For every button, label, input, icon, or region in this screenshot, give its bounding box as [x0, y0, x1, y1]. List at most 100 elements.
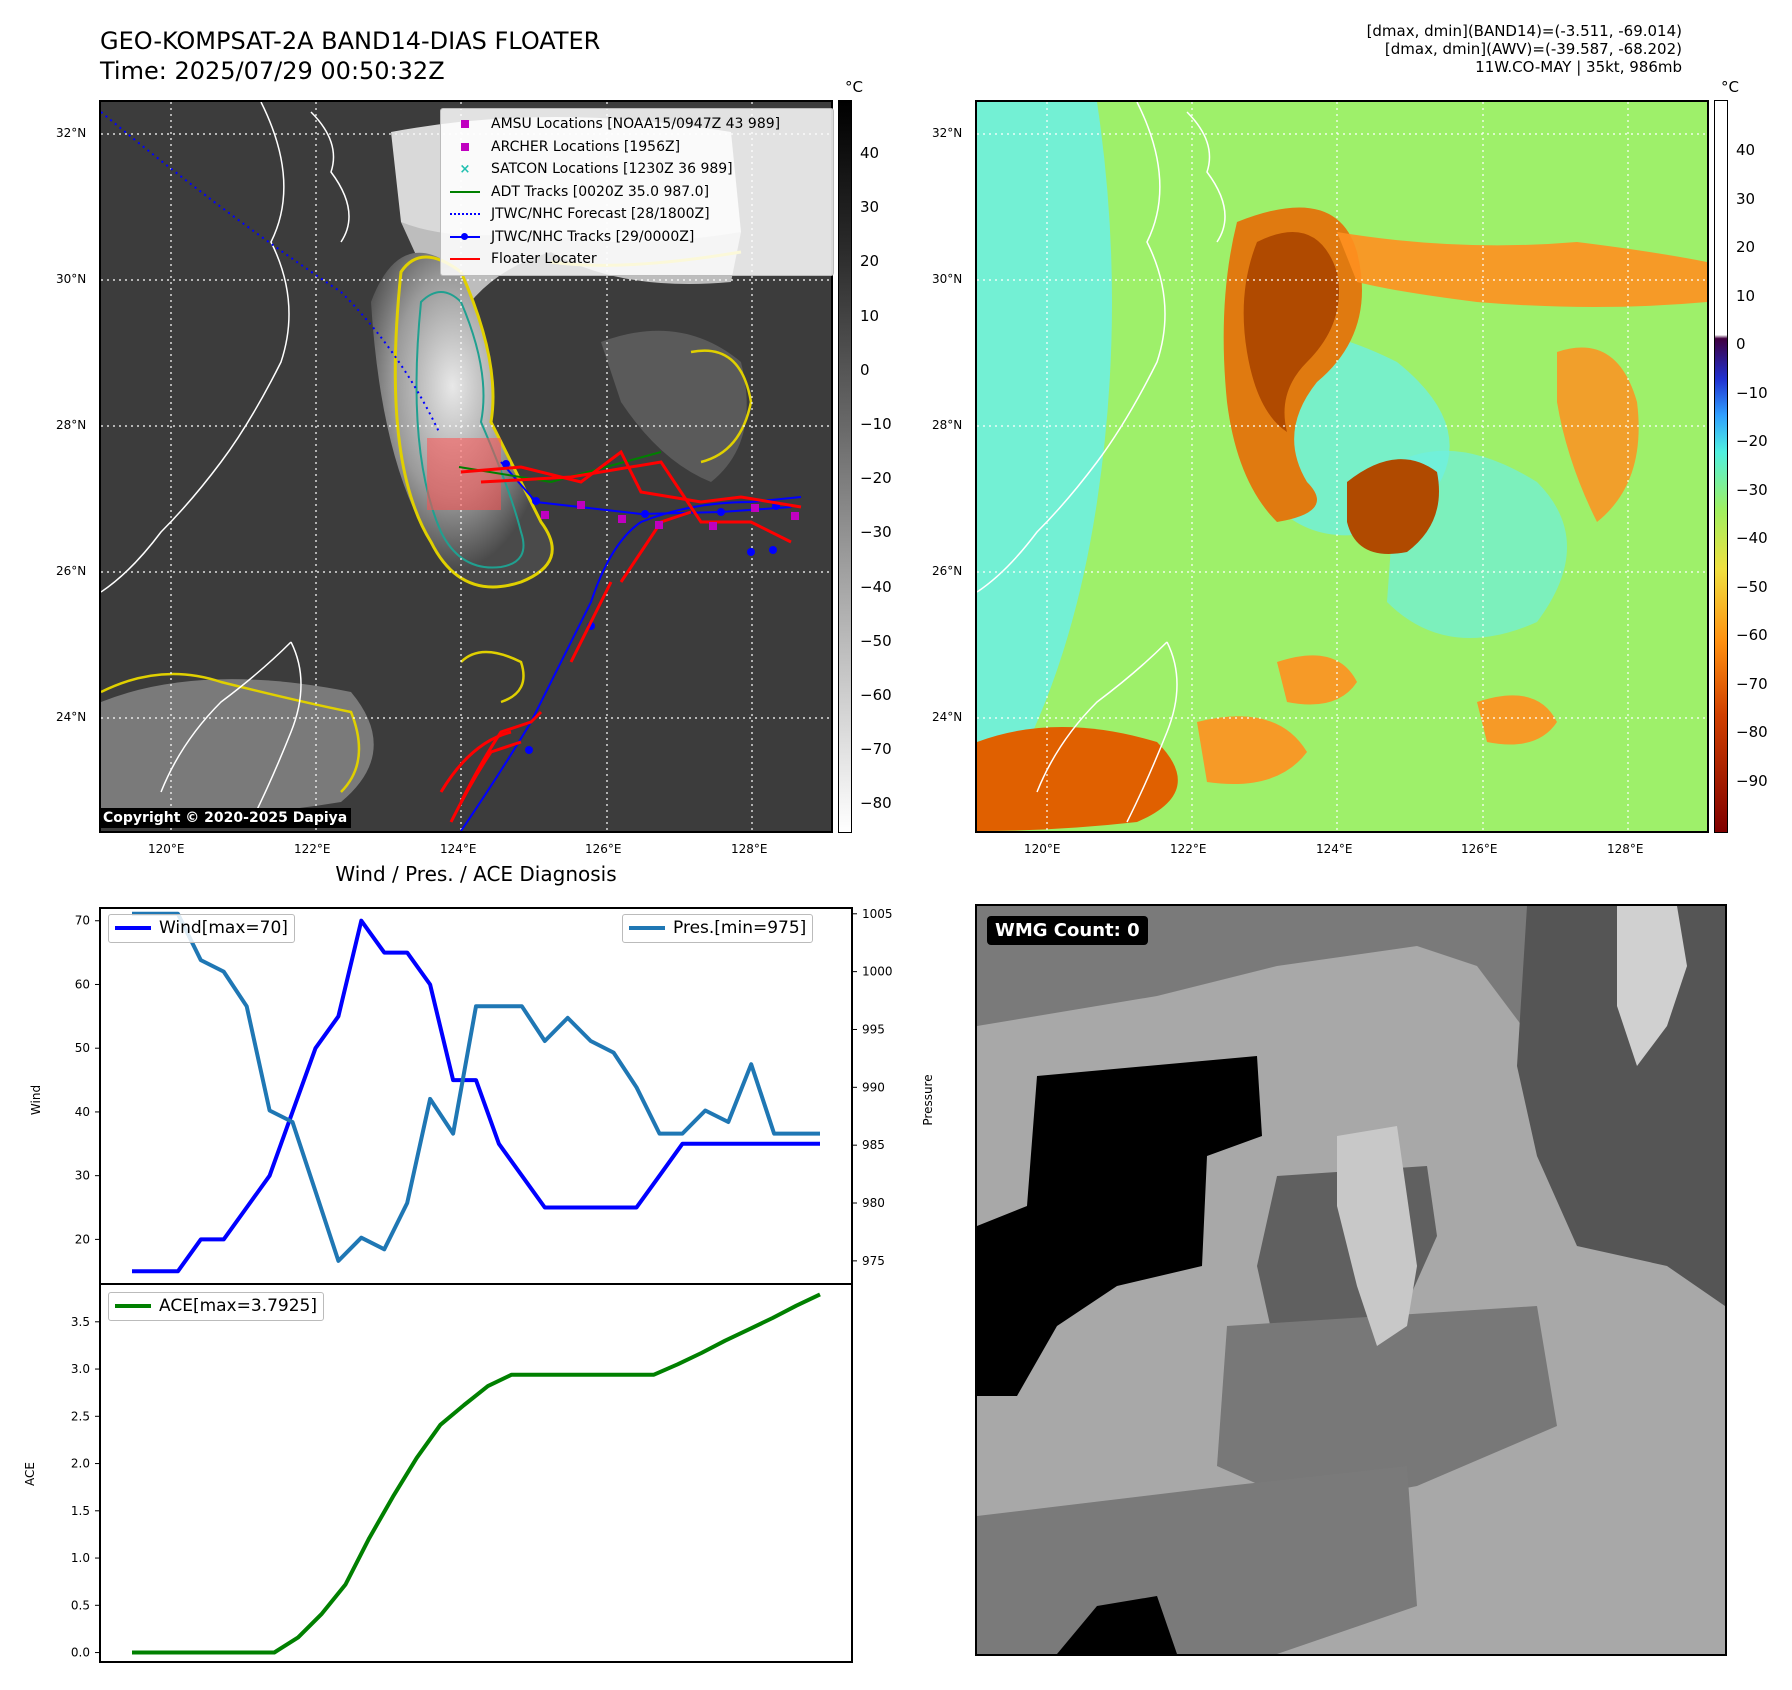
lon-tick: 126°E — [585, 842, 622, 856]
colorbar-tick: 40 — [1736, 141, 1756, 159]
colorbar-tick: 30 — [1736, 189, 1756, 208]
lon-tick: 128°E — [731, 842, 768, 856]
pressure-tick-label: 995 — [862, 1022, 885, 1036]
wind-tick-label: 60 — [75, 977, 90, 991]
colorbar-tick: 0 — [860, 360, 870, 379]
ace-legend: ACE[max=3.7925] — [108, 1292, 324, 1321]
meta-line-1: [dmax, dmin](BAND14)=(-3.511, -69.014) — [1366, 22, 1682, 40]
colorbar-tick: −20 — [1736, 432, 1768, 450]
wind-tick-label: 70 — [75, 914, 90, 928]
line-marker-icon — [115, 1304, 151, 1309]
colorbar-unit: °C — [845, 78, 863, 96]
colorbar-tick: −40 — [860, 577, 892, 596]
colorbar-tick: 20 — [860, 252, 880, 271]
colorbar-tick: 0 — [1736, 335, 1746, 353]
line-marker-icon — [447, 258, 483, 261]
wind-axis-label: Wind — [29, 1085, 43, 1115]
meta-line-3: 11W.CO-MAY | 35kt, 986mb — [1475, 58, 1682, 76]
ace-tick-label: 3.0 — [71, 1362, 90, 1376]
lat-tick: 24°N — [932, 710, 963, 724]
line-marker-icon — [629, 926, 665, 931]
wind-tick-label: 20 — [75, 1232, 90, 1246]
line-dot-marker-icon — [447, 232, 483, 240]
colorbar-tick: 10 — [1736, 286, 1756, 305]
colorbar-tick: −90 — [1736, 771, 1768, 790]
pressure-tick-label: 1000 — [862, 965, 893, 979]
diagnosis-chart: 20 30 40 50 60 70 975 980 985 990 995 1000 1005 Wind P… — [23, 907, 935, 1663]
wind-tick-label: 50 — [75, 1041, 90, 1055]
wind-legend: Wind[max=70] — [108, 914, 295, 943]
colorbar-right — [1714, 100, 1728, 833]
lat-tick: 24°N — [56, 710, 87, 724]
colorbar-tick: −70 — [860, 740, 892, 759]
lat-tick: 28°N — [932, 418, 963, 432]
colorbar-tick: −60 — [1736, 626, 1768, 644]
colorbar-tick: 40 — [860, 144, 880, 162]
map-legend: AMSU Locations [NOAA15/0947Z 43 989] ARC… — [440, 108, 834, 276]
colorbar-tick: 20 — [1736, 238, 1756, 256]
ace-tick-label: 0.5 — [71, 1598, 90, 1612]
lat-tick: 26°N — [932, 564, 963, 578]
lon-tick: 126°E — [1461, 842, 1498, 856]
wmg-image — [977, 906, 1725, 1654]
colorbar-tick: −10 — [860, 415, 892, 433]
legend-label: SATCON Locations [1230Z 36 989] — [491, 161, 733, 178]
diagnosis-title: Wind / Pres. / ACE Diagnosis — [335, 862, 617, 886]
ace-frame — [99, 1283, 853, 1663]
ace-tick-label: 3.5 — [71, 1315, 90, 1329]
intensity-summary: [dmax, dmin](BAND14)=(-3.511, -69.014) [… — [1367, 22, 1682, 76]
ace-tick-label: 0.0 — [71, 1646, 90, 1660]
legend-item-amsu: AMSU Locations [NOAA15/0947Z 43 989] — [447, 113, 827, 136]
colorbar-tick: −20 — [860, 469, 892, 488]
lon-tick: 120°E — [148, 842, 185, 856]
pressure-tick-label: 1005 — [862, 907, 893, 921]
legend-item-satcon: × SATCON Locations [1230Z 36 989] — [447, 158, 827, 181]
lon-tick: 128°E — [1607, 842, 1644, 856]
legend-label: Floater Locater — [491, 251, 597, 268]
meta-line-2: [dmax, dmin](AWV)=(-39.587, -68.202) — [1384, 40, 1682, 58]
copyright-label: Copyright © 2020-2025 Dapiya — [99, 808, 352, 828]
colorbar-tick: −30 — [1736, 480, 1768, 499]
wind-legend-label: Wind[max=70] — [159, 918, 288, 939]
ace-tick-label: 2.0 — [71, 1457, 90, 1471]
wind-tick-label: 40 — [75, 1105, 90, 1119]
ace-tick-label: 1.0 — [71, 1551, 90, 1565]
line-marker-icon — [447, 190, 483, 193]
pressure-axis-label: Pressure — [921, 1074, 935, 1125]
chart-title: GEO-KOMPSAT-2A BAND14-DIAS FLOATER Time:… — [100, 26, 600, 86]
colorbar-tick: 30 — [860, 198, 880, 217]
awv-map-panel — [975, 100, 1709, 833]
legend-item-tracks: JTWC/NHC Tracks [29/0000Z] — [447, 226, 827, 249]
colorbar-tick: −80 — [1736, 723, 1768, 741]
wmg-count-badge: WMG Count: 0 — [987, 916, 1148, 945]
lat-tick: 26°N — [56, 564, 87, 578]
legend-label: JTWC/NHC Tracks [29/0000Z] — [491, 228, 695, 245]
pressure-tick-label: 985 — [862, 1138, 885, 1152]
legend-label: ADT Tracks [0020Z 35.0 987.0] — [491, 183, 710, 200]
line-marker-icon — [115, 926, 151, 931]
legend-item-floater: Floater Locater — [447, 248, 827, 271]
pressure-tick-label: 980 — [862, 1196, 885, 1210]
lat-tick: 30°N — [56, 272, 87, 286]
ace-axis-label: ACE — [23, 1462, 37, 1486]
x-marker-icon: × — [459, 161, 471, 177]
dotted-line-icon — [447, 213, 483, 216]
colorbar-unit: °C — [1721, 78, 1739, 96]
lat-tick: 32°N — [932, 126, 963, 140]
ace-line — [132, 1292, 821, 1655]
lat-tick: 32°N — [56, 126, 87, 140]
colorbar-tick: −30 — [860, 523, 892, 542]
colorbar-tick: −10 — [1736, 383, 1768, 402]
wmg-panel — [975, 904, 1727, 1656]
title-line-1: GEO-KOMPSAT-2A BAND14-DIAS FLOATER — [100, 27, 601, 55]
wind-tick-label: 30 — [75, 1169, 90, 1183]
lon-tick: 124°E — [440, 842, 477, 856]
title-line-2: Time: 2025/07/29 00:50:32Z — [100, 57, 445, 85]
pressure-legend: Pres.[min=975] — [622, 914, 814, 943]
wind-line — [132, 918, 820, 1274]
legend-label: ARCHER Locations [1956Z] — [491, 138, 681, 155]
colorbar-tick: −70 — [1736, 674, 1768, 693]
colorbar-tick: −50 — [860, 631, 892, 650]
pressure-legend-label: Pres.[min=975] — [673, 918, 807, 939]
colorbar-left — [838, 100, 852, 833]
